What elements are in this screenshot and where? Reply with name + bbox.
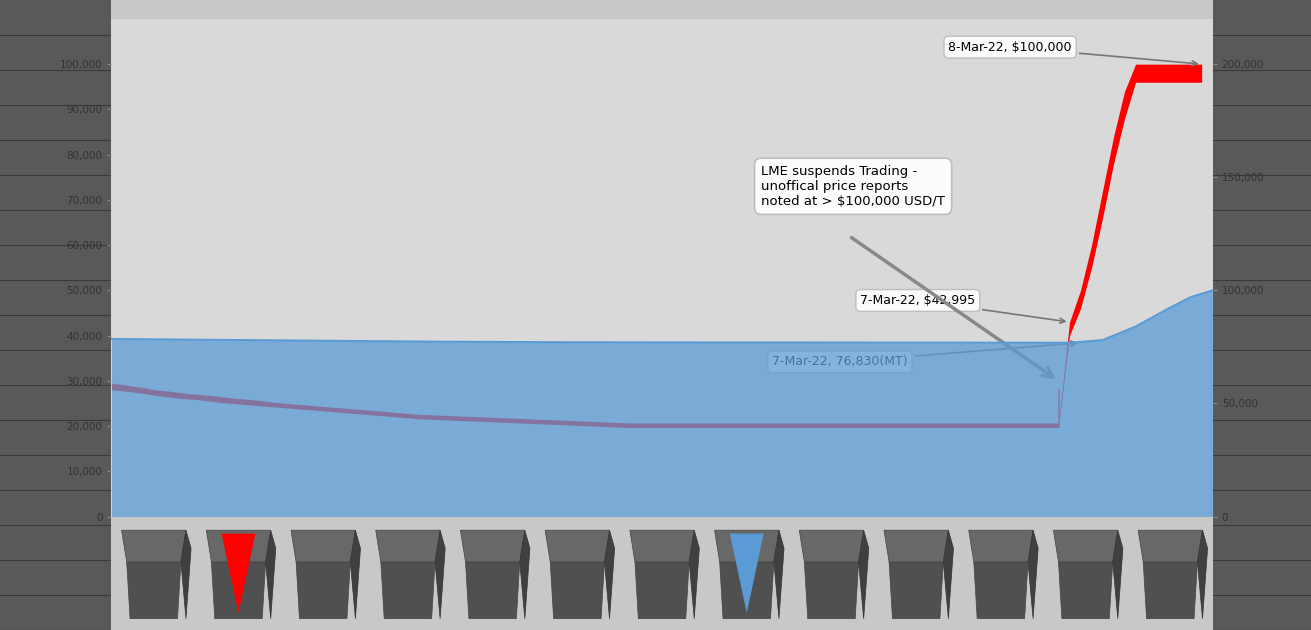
Text: 7-Mar-22, 76,830(MT): 7-Mar-22, 76,830(MT) <box>772 341 1076 369</box>
Polygon shape <box>805 562 859 619</box>
Polygon shape <box>545 530 610 562</box>
Polygon shape <box>1028 530 1038 619</box>
Polygon shape <box>435 530 446 619</box>
Polygon shape <box>291 530 355 562</box>
Polygon shape <box>800 530 864 562</box>
Polygon shape <box>222 534 256 613</box>
Polygon shape <box>551 562 604 619</box>
Polygon shape <box>884 530 948 562</box>
Polygon shape <box>519 530 530 619</box>
Text: 8-Mar-22, $100,000: 8-Mar-22, $100,000 <box>948 40 1197 66</box>
Polygon shape <box>296 562 350 619</box>
Polygon shape <box>1143 562 1197 619</box>
Polygon shape <box>1138 530 1202 562</box>
Polygon shape <box>1058 562 1113 619</box>
Polygon shape <box>206 530 270 562</box>
Polygon shape <box>350 530 361 619</box>
Polygon shape <box>1113 530 1124 619</box>
Polygon shape <box>974 562 1028 619</box>
Polygon shape <box>465 562 519 619</box>
Polygon shape <box>1197 530 1207 619</box>
Polygon shape <box>127 562 181 619</box>
Polygon shape <box>690 530 699 619</box>
Polygon shape <box>889 562 944 619</box>
Polygon shape <box>376 530 440 562</box>
Polygon shape <box>730 534 764 613</box>
Polygon shape <box>944 530 953 619</box>
Polygon shape <box>629 530 695 562</box>
Polygon shape <box>635 562 690 619</box>
Polygon shape <box>122 530 186 562</box>
Polygon shape <box>773 530 784 619</box>
Polygon shape <box>380 562 435 619</box>
Polygon shape <box>859 530 869 619</box>
Text: LME suspends Trading -
unoffical price reports
noted at > $100,000 USD/T: LME suspends Trading - unoffical price r… <box>762 165 945 208</box>
Polygon shape <box>1054 530 1118 562</box>
Text: 7-Mar-22, $42,995: 7-Mar-22, $42,995 <box>860 294 1065 323</box>
Polygon shape <box>714 530 779 562</box>
Polygon shape <box>266 530 275 619</box>
Polygon shape <box>211 562 266 619</box>
Polygon shape <box>604 530 615 619</box>
Polygon shape <box>460 530 524 562</box>
Polygon shape <box>969 530 1033 562</box>
Polygon shape <box>181 530 191 619</box>
Polygon shape <box>720 562 773 619</box>
